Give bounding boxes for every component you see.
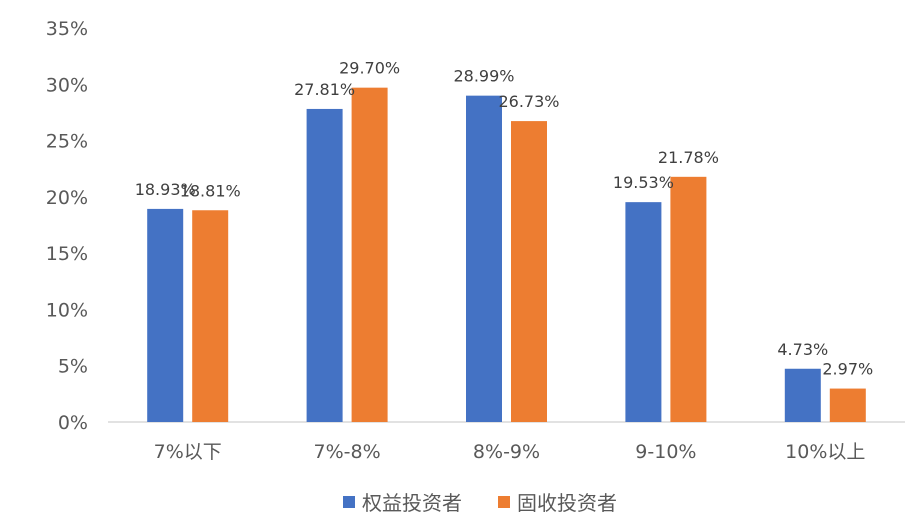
data-label: 4.73% — [777, 340, 828, 359]
category-labels: 7%以下 7%-8% 8%-9% 9-10% 10%以上 — [154, 441, 866, 463]
x-tick-label: 9-10% — [635, 441, 696, 463]
data-label: 27.81% — [294, 80, 355, 99]
bar-fixed-income-2 — [511, 121, 547, 423]
data-labels: 18.93% 27.81% 28.99% 19.53% 4.73% 18.81% 29.70… — [135, 59, 874, 379]
data-label: 2.97% — [822, 360, 873, 379]
x-tick-label: 7%-8% — [314, 441, 381, 463]
data-label: 18.81% — [180, 181, 241, 200]
y-tick-label: 15% — [46, 243, 88, 265]
y-tick-label: 25% — [46, 131, 88, 153]
bar-equity-2 — [466, 95, 502, 422]
bars — [147, 87, 866, 423]
data-label: 28.99% — [453, 67, 514, 86]
bar-equity-1 — [306, 108, 343, 423]
data-label: 21.78% — [658, 148, 719, 167]
bar-equity-0 — [147, 208, 184, 422]
y-tick-label: 35% — [46, 18, 88, 40]
y-tick-label: 0% — [58, 412, 88, 434]
y-tick-label: 5% — [58, 356, 88, 378]
legend-swatch — [498, 496, 510, 508]
y-axis-ticks: 0% 5% 10% 15% 20% 25% 30% 35% — [46, 18, 88, 434]
bar-fixed-income-3 — [670, 176, 707, 422]
legend-label: 固收投资者 — [517, 491, 617, 515]
data-label: 26.73% — [498, 92, 559, 111]
legend: 权益投资者 固收投资者 — [343, 491, 617, 515]
bar-fixed-income-0 — [192, 210, 229, 422]
y-tick-label: 30% — [46, 74, 88, 96]
bar-equity-3 — [625, 202, 662, 422]
data-label: 18.93% — [135, 180, 196, 199]
x-tick-label: 8%-9% — [473, 441, 540, 463]
data-label: 19.53% — [613, 173, 674, 192]
bar-equity-4 — [784, 368, 821, 422]
bar-fixed-income-1 — [351, 87, 388, 423]
x-tick-label: 7%以下 — [154, 441, 222, 463]
x-tick-label: 10%以上 — [785, 441, 865, 463]
data-label: 29.70% — [339, 59, 400, 78]
legend-label: 权益投资者 — [362, 491, 462, 515]
y-tick-label: 10% — [46, 299, 88, 321]
legend-swatch — [343, 496, 355, 508]
y-tick-label: 20% — [46, 187, 88, 209]
bar-fixed-income-4 — [829, 388, 866, 422]
